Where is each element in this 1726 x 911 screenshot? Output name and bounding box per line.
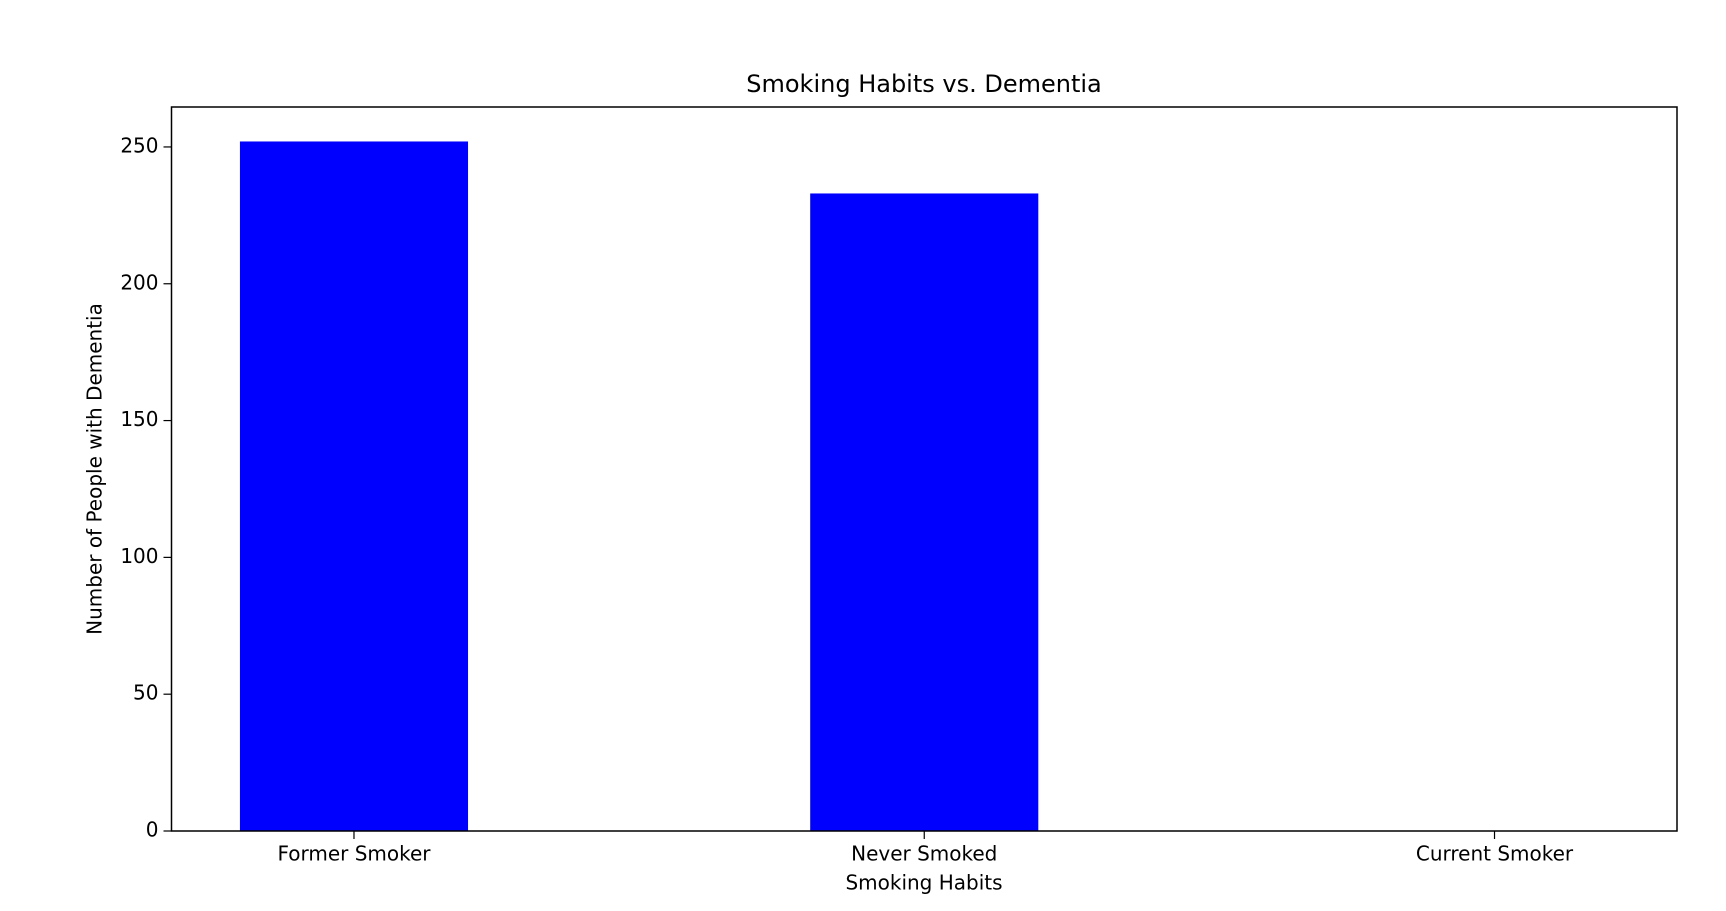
y-tick-label: 50 [133, 681, 158, 705]
x-tick-label: Current Smoker [1416, 842, 1574, 866]
x-tick-label: Former Smoker [277, 842, 431, 866]
y-tick-label: 250 [120, 133, 158, 157]
y-tick-label: 0 [146, 818, 159, 842]
bar [810, 193, 1039, 831]
x-axis-label: Smoking Habits [845, 871, 1002, 895]
bar [239, 141, 469, 831]
y-axis-label: Number of People with Dementia [83, 303, 107, 635]
y-tick-label: 100 [120, 544, 158, 568]
chart-title: Smoking Habits vs. Dementia [746, 70, 1102, 98]
plot-frame [170, 106, 1678, 832]
x-tick-label: Never Smoked [851, 842, 997, 866]
y-tick-label: 150 [120, 407, 158, 431]
y-tick-label: 200 [120, 270, 158, 294]
